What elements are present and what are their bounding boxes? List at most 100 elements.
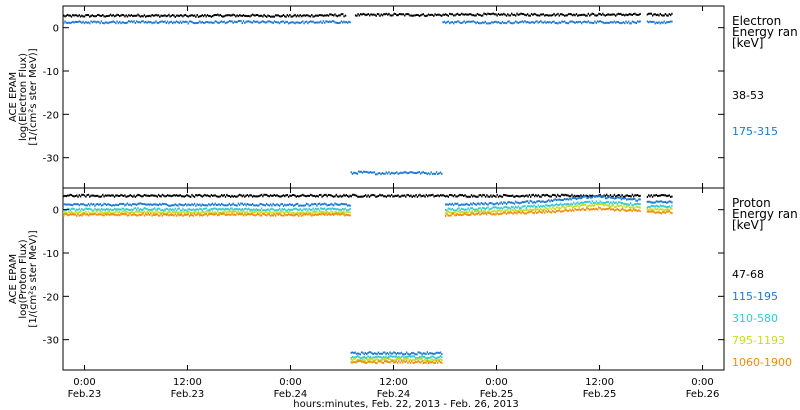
data-point: [619, 204, 621, 207]
data-point: [595, 203, 597, 206]
data-point: [557, 206, 559, 209]
data-point: [254, 204, 256, 207]
data-point: [544, 201, 546, 204]
data-point: [117, 14, 120, 16]
data-point: [649, 207, 651, 210]
data-point: [348, 214, 350, 217]
data-point: [122, 212, 125, 215]
data-point: [282, 20, 285, 23]
data-point: [614, 209, 616, 212]
data-point: [236, 195, 238, 198]
data-point: [460, 214, 463, 217]
data-point: [326, 211, 328, 214]
data-point: [275, 212, 277, 215]
data-point: [280, 203, 282, 206]
data-point: [344, 212, 346, 215]
data-point: [369, 360, 372, 363]
data-point: [331, 14, 334, 16]
data-point: [264, 204, 267, 207]
data-point: [475, 210, 477, 212]
data-point: [500, 212, 502, 215]
data-point: [662, 14, 664, 17]
data-point: [385, 355, 387, 358]
data-point: [210, 203, 213, 206]
data-point: [433, 359, 435, 362]
data-point: [73, 207, 75, 210]
data-point: [555, 22, 558, 25]
data-point: [303, 213, 305, 216]
data-point: [631, 198, 633, 201]
data-point: [155, 209, 157, 212]
data-point: [525, 21, 527, 24]
data-point: [259, 209, 261, 212]
data-point: [116, 208, 118, 211]
data-point: [545, 14, 547, 17]
data-point: [557, 12, 559, 15]
data-point: [76, 208, 78, 211]
data-point: [604, 194, 607, 197]
data-point: [170, 14, 173, 17]
data-point: [522, 211, 525, 214]
data-point: [197, 208, 200, 211]
data-point: [488, 195, 491, 198]
data-point: [369, 14, 371, 17]
data-point: [187, 15, 189, 18]
data-point: [378, 360, 381, 363]
data-point: [280, 212, 282, 215]
data-point: [409, 358, 412, 361]
data-point: [230, 204, 232, 207]
data-point: [592, 202, 595, 204]
data-point: [458, 13, 460, 16]
data-point: [627, 203, 629, 206]
data-point: [82, 213, 84, 216]
data-point: [499, 22, 501, 24]
data-point: [409, 195, 411, 198]
data-point: [340, 20, 343, 23]
data-point: [289, 194, 291, 197]
data-point: [575, 208, 578, 211]
data-point: [320, 213, 322, 216]
data-point: [516, 201, 518, 204]
data-point: [545, 204, 547, 206]
data-point: [168, 204, 170, 207]
data-point: [278, 15, 281, 18]
data-point: [95, 203, 97, 206]
data-point: [221, 15, 223, 18]
data-point: [83, 208, 86, 211]
data-point: [525, 207, 527, 209]
data-point: [488, 208, 490, 211]
data-point: [575, 202, 578, 205]
data-point: [205, 204, 207, 207]
data-point: [218, 195, 220, 198]
data-point: [311, 208, 313, 211]
data-point: [623, 209, 625, 212]
data-point: [667, 210, 669, 213]
data-point: [503, 211, 505, 214]
data-point: [258, 21, 260, 24]
data-point: [320, 207, 322, 210]
data-point: [553, 207, 555, 210]
data-point: [567, 209, 570, 212]
data-point: [454, 202, 456, 205]
data-point: [362, 360, 364, 363]
data-point: [567, 205, 570, 208]
data-point: [655, 208, 658, 211]
data-point: [545, 193, 547, 196]
data-point: [616, 204, 619, 207]
data-point: [138, 194, 140, 197]
data-point: [205, 210, 207, 213]
data-point: [204, 193, 206, 196]
data-point: [69, 209, 71, 212]
data-point: [299, 204, 301, 207]
data-point: [333, 204, 335, 207]
data-point: [201, 14, 203, 17]
data-point: [450, 193, 452, 196]
data-point: [562, 199, 564, 202]
data-point: [113, 195, 116, 198]
data-point: [318, 209, 321, 212]
data-point: [421, 353, 423, 356]
data-point: [182, 204, 184, 207]
data-point: [221, 20, 223, 23]
data-point: [496, 209, 498, 212]
data-point: [199, 203, 201, 206]
